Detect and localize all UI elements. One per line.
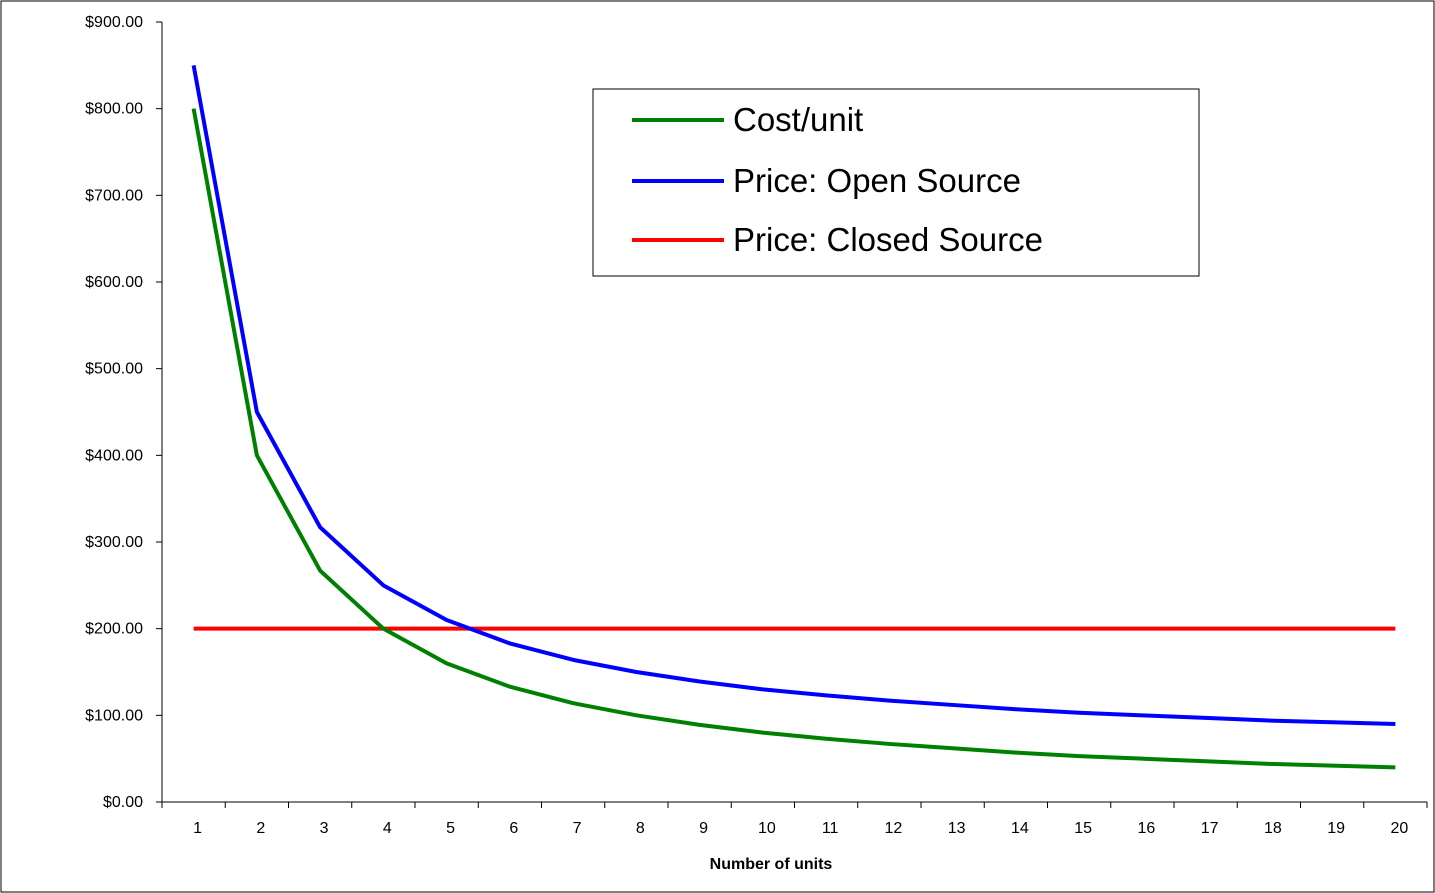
x-tick-label: 9 [699,820,708,837]
y-tick-label: $900.00 [85,14,143,31]
x-tick-label: 7 [573,820,582,837]
x-tick-label: 11 [822,820,839,837]
x-tick-label: 2 [256,820,265,837]
x-axis: 1 2 3 4 5 6 7 8 9 10 11 12 13 14 15 16 17 18 19 20 [161,801,1428,837]
x-tick-label: 16 [1137,820,1155,837]
x-tick-label: 18 [1264,820,1282,837]
x-tick-label: 14 [1011,820,1029,837]
x-tick-label: 1 [193,820,202,837]
x-tick-label: 4 [383,820,392,837]
series-layer [191,64,1396,770]
x-tick-label: 8 [636,820,645,837]
legend-label: Cost/unit [733,101,863,138]
x-tick-label: 3 [320,820,329,837]
x-tick-label: 17 [1201,820,1219,837]
y-tick-label: $300.00 [85,534,143,551]
x-tick-label: 5 [446,820,455,837]
y-tick-label: $200.00 [85,621,143,638]
x-axis-title: Number of units [710,856,833,873]
legend-label: Price: Open Source [733,162,1021,199]
y-tick-label: $500.00 [85,361,143,378]
y-axis: $0.00 $100.00 $200.00 $300.00 $400.00 $500.00… [85,14,163,811]
y-tick-label: $800.00 [85,101,143,118]
x-tick-label: 15 [1074,820,1092,837]
x-tick-label: 10 [758,820,776,837]
y-tick-label: $100.00 [85,707,143,724]
series-line-price-open-source [191,64,1396,726]
x-tick-label: 19 [1327,820,1345,837]
x-tick-label: 20 [1390,820,1408,837]
legend: Cost/unit Price: Open Source Price: Closed… [592,88,1200,277]
x-tick-label: 12 [884,820,902,837]
y-tick-label: $700.00 [85,187,143,204]
legend-label: Price: Closed Source [733,221,1043,258]
x-tick-label: 13 [948,820,966,837]
y-tick-label: $600.00 [85,274,143,291]
y-tick-label: $400.00 [85,447,143,464]
y-tick-label: $0.00 [103,794,143,811]
x-tick-label: 6 [509,820,518,837]
series-line-cost-unit [191,108,1396,770]
